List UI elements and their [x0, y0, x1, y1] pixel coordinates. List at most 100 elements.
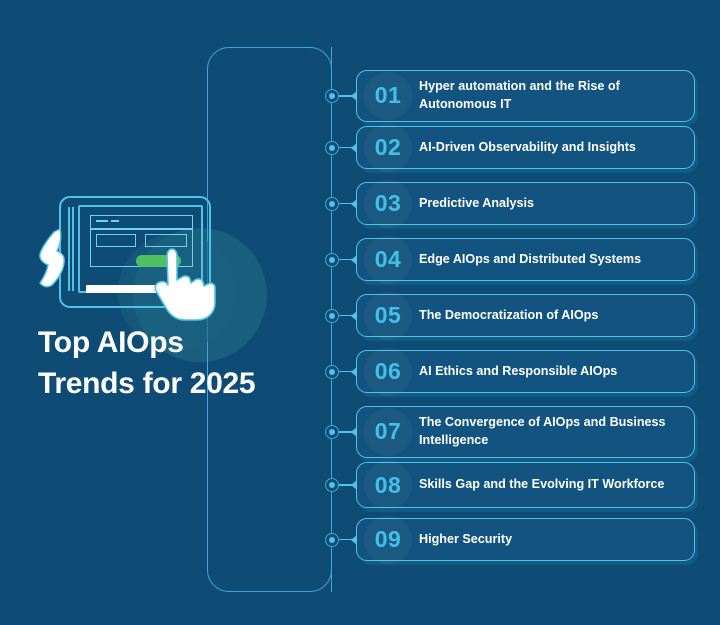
trend-number-wrap: 04 — [357, 235, 419, 284]
node-connector-line — [339, 146, 354, 149]
node-connector-line — [339, 484, 354, 486]
trend-number-backdrop — [364, 407, 412, 456]
trend-label: Skills Gap and the Evolving IT Workforce — [419, 477, 665, 492]
trend-number-wrap: 09 — [357, 515, 419, 564]
holding-hand-icon — [39, 227, 65, 288]
node-dot-icon — [329, 536, 335, 543]
node-arrow-icon — [351, 480, 357, 490]
trend-card[interactable]: 05 The Democratization of AIOps — [356, 291, 695, 340]
text-line-icon — [96, 220, 108, 223]
node-arrow-icon — [351, 310, 357, 321]
trend-number-wrap: 03 — [357, 179, 419, 228]
node-dot-icon — [329, 92, 335, 99]
trend-row[interactable]: 03 Predictive Analysis — [325, 179, 695, 228]
node-connector-line — [339, 370, 354, 373]
timeline-node — [325, 363, 357, 381]
pointing-hand-icon — [154, 248, 216, 321]
trend-number-wrap: 06 — [357, 347, 419, 396]
trend-label: AI-Driven Observability and Insights — [419, 139, 636, 154]
trend-label: AI Ethics and Responsible AIOps — [419, 363, 618, 378]
trend-card[interactable]: 02 AI-Driven Observability and Insights — [356, 123, 695, 172]
trend-card[interactable]: 03 Predictive Analysis — [356, 179, 695, 228]
trend-number-backdrop — [364, 515, 412, 564]
trend-number: 02 — [374, 134, 402, 160]
trend-number: 01 — [374, 82, 402, 109]
node-arrow-icon — [351, 534, 357, 545]
content-box-icon — [96, 234, 136, 247]
trend-card[interactable]: 04 Edge AIOps and Distributed Systems — [356, 235, 695, 284]
trend-row[interactable]: 05 The Democratization of AIOps — [325, 291, 695, 340]
node-dot-icon — [329, 256, 335, 263]
node-dot-icon — [329, 368, 335, 375]
trend-row[interactable]: 02 AI-Driven Observability and Insights — [325, 123, 695, 172]
trend-label: Hyper automation and the Rise of Autonom… — [419, 79, 620, 111]
text-line-icon — [111, 220, 119, 223]
trend-label: The Democratization of AIOps — [419, 307, 599, 322]
trend-number-backdrop — [364, 461, 412, 509]
timeline-node — [325, 307, 357, 325]
node-connector-line — [339, 258, 354, 261]
trend-row[interactable]: 06 AI Ethics and Responsible AIOps — [325, 347, 695, 396]
trend-number-backdrop — [364, 71, 412, 120]
node-dot-icon — [329, 312, 335, 319]
trend-number: 07 — [374, 418, 402, 445]
node-arrow-icon — [351, 142, 357, 153]
trend-number-backdrop — [364, 123, 412, 172]
trend-number: 08 — [374, 471, 402, 498]
trend-number-wrap: 02 — [357, 123, 419, 172]
node-arrow-icon — [351, 366, 357, 377]
trend-number-backdrop — [364, 347, 412, 396]
trend-card[interactable]: 09 Higher Security — [356, 515, 695, 564]
trend-row[interactable]: 01 Hyper automation and the Rise of Auton… — [325, 70, 695, 122]
trend-number: 06 — [374, 358, 402, 384]
timeline-node — [325, 195, 357, 213]
node-dot-icon — [329, 144, 335, 151]
node-connector-line — [339, 95, 354, 97]
timeline-node — [325, 251, 357, 269]
node-arrow-icon — [351, 426, 357, 437]
tablet-base-icon — [86, 285, 194, 293]
trend-card[interactable]: 06 AI Ethics and Responsible AIOps — [356, 347, 695, 396]
trend-label: Higher Security — [419, 531, 513, 546]
trend-number-wrap: 01 — [357, 71, 419, 120]
node-connector-line — [339, 538, 354, 541]
trend-card[interactable]: 07 The Convergence of AIOps and Business … — [356, 406, 695, 458]
trend-list: 01 Hyper automation and the Rise of Auton… — [325, 47, 695, 592]
trend-row[interactable]: 07 The Convergence of AIOps and Business … — [325, 406, 695, 458]
trend-label: Predictive Analysis — [419, 195, 535, 210]
timeline-node — [325, 87, 357, 105]
timeline-node — [325, 476, 357, 494]
trend-number: 04 — [374, 246, 402, 272]
timeline-node — [325, 423, 357, 441]
tablet-illustration — [39, 185, 236, 351]
content-box-icon — [145, 234, 187, 247]
trend-card[interactable]: 01 Hyper automation and the Rise of Auton… — [356, 70, 695, 122]
timeline-node — [325, 531, 357, 549]
tablet-bezel-lines-icon — [68, 207, 74, 291]
node-dot-icon — [329, 200, 335, 207]
node-dot-icon — [329, 428, 335, 435]
trend-row[interactable]: 08 Skills Gap and the Evolving IT Workfor… — [325, 461, 695, 509]
trend-label: Edge AIOps and Distributed Systems — [419, 251, 642, 266]
trend-row[interactable]: 04 Edge AIOps and Distributed Systems — [325, 235, 695, 284]
title-line-2: Trends for 2025 — [38, 367, 256, 401]
trend-card[interactable]: 08 Skills Gap and the Evolving IT Workfor… — [356, 461, 695, 509]
trend-number: 05 — [374, 302, 402, 328]
trend-number-backdrop — [364, 179, 412, 228]
trend-number-wrap: 08 — [357, 461, 419, 509]
page-title: Top AIOps Trends for 2025 — [38, 322, 338, 405]
trend-number-backdrop — [364, 291, 412, 340]
node-connector-line — [339, 202, 354, 205]
node-connector-line — [339, 431, 354, 433]
node-connector-line — [339, 314, 354, 317]
node-arrow-icon — [351, 90, 357, 101]
trend-number-wrap: 05 — [357, 291, 419, 340]
trend-number-wrap: 07 — [357, 407, 419, 456]
node-arrow-icon — [351, 198, 357, 209]
title-line-1: Top AIOps — [38, 326, 184, 359]
browser-titlebar-icon — [90, 228, 193, 230]
trend-number-backdrop — [364, 235, 412, 284]
trend-row[interactable]: 09 Higher Security — [325, 515, 695, 564]
node-dot-icon — [329, 482, 335, 488]
